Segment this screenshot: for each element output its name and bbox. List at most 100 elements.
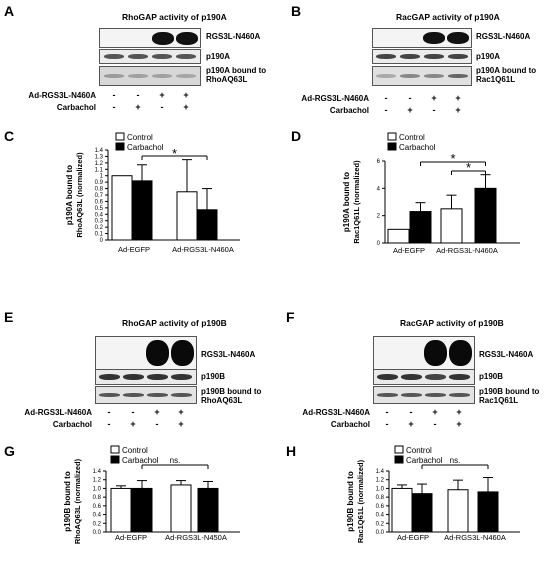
y-tick-label: 0.6	[376, 504, 385, 510]
bar-carbachol	[131, 487, 153, 533]
y-tick-label: 1.4	[95, 148, 104, 154]
band-label-bound-a: p190A bound to RhoAQ63L	[206, 66, 267, 84]
y-tick-label: 0.7	[95, 193, 104, 199]
blot-band	[449, 374, 470, 380]
legend-label-control: Control	[127, 133, 153, 142]
sign: -	[112, 90, 116, 100]
blot-band	[401, 374, 422, 380]
panel-letter-e: E	[4, 309, 14, 325]
bar-control	[387, 228, 410, 244]
panel-letter-h: H	[286, 443, 297, 459]
blot-strip-bound-f	[373, 386, 475, 404]
legend-label-control: Control	[406, 446, 432, 455]
y-tick-label: 0.9	[95, 180, 104, 186]
y-axis-label: p190A bound to	[65, 165, 74, 225]
bar-control	[110, 487, 132, 533]
y-tick-label: 0.2	[93, 521, 102, 527]
blot-band	[147, 374, 168, 380]
band-label-rgs3l-a: RGS3L-N460A	[206, 32, 261, 41]
category-label: Ad-RGS3L-N460A	[436, 246, 498, 255]
band-label-bound-b: p190A bound to Rac1Q61L	[476, 66, 537, 84]
legend-swatch-control	[115, 132, 125, 141]
sign: -	[433, 419, 437, 429]
panel-letter-a: A	[4, 3, 15, 19]
y-tick-label: 2	[377, 214, 381, 220]
bar-control	[111, 175, 133, 241]
bar-carbachol	[196, 209, 218, 241]
sign: +	[455, 93, 461, 103]
legend-swatch-control	[394, 445, 404, 454]
band-label-p190b-e: p190B	[201, 372, 226, 381]
category-label: Ad-RGS3L-N460A	[172, 245, 234, 254]
blot-band	[104, 54, 124, 59]
blot-band	[447, 32, 469, 44]
sign: -	[384, 93, 388, 103]
blot-title-f: RacGAP activity of p190B	[400, 318, 504, 328]
bar-control	[440, 208, 463, 244]
sign: +	[432, 407, 438, 417]
legend-swatch-control	[110, 445, 120, 454]
panel-letter-d: D	[291, 128, 302, 144]
category-label: Ad-EGFP	[118, 245, 150, 254]
sign: +	[130, 419, 136, 429]
y-tick-label: 0.4	[376, 513, 385, 519]
y-tick-label: 0.0	[376, 530, 385, 536]
band-label-rgs3l-e: RGS3L-N460A	[201, 350, 256, 359]
sign: -	[131, 407, 135, 417]
y-tick-label: 0.2	[95, 225, 104, 231]
blot-band	[171, 374, 192, 380]
y-tick-label: 0.6	[93, 504, 102, 510]
sign: -	[385, 407, 389, 417]
y-tick-label: 0.5	[95, 206, 104, 212]
sign: +	[178, 407, 184, 417]
panel-letter-b: B	[291, 3, 302, 19]
bar-control	[447, 489, 469, 533]
y-tick-label: 1.2	[93, 478, 102, 484]
y-axis-label: Rac1Q61L (normalized)	[356, 459, 365, 543]
sign: -	[384, 105, 388, 115]
blot-band	[449, 340, 472, 366]
blot-band	[128, 74, 148, 78]
legend-swatch-carbachol	[394, 455, 404, 464]
blot-strip-bound-a	[99, 66, 201, 86]
category-label: Ad-EGFP	[115, 533, 147, 542]
y-tick-label: 0.4	[95, 212, 104, 218]
y-tick-label: 0.6	[95, 199, 104, 205]
legend-label-carbachol: Carbachol	[399, 143, 436, 152]
sign: -	[107, 407, 111, 417]
sign: +	[408, 419, 414, 429]
sign: +	[135, 102, 141, 112]
y-tick-label: 1.4	[93, 469, 102, 475]
legend-swatch-carbachol	[387, 142, 397, 151]
blot-band	[401, 393, 422, 397]
blot-strip-rgs3l-b	[372, 28, 472, 48]
blot-title-b: RacGAP activity of p190A	[396, 12, 500, 22]
blot-strip-rgs3l-e	[95, 336, 197, 370]
y-axis-label: RhoAQ63L (normalized)	[73, 458, 82, 544]
blot-band	[377, 374, 398, 380]
blot-band	[123, 393, 144, 397]
treatment-label-carbachol-a: Carbachol	[56, 103, 96, 112]
blot-band	[171, 393, 192, 397]
treatment-label-carbachol-f: Carbachol	[330, 420, 370, 429]
blot-band	[152, 74, 172, 78]
blot-band	[176, 74, 196, 78]
y-tick-label: 1.3	[95, 154, 104, 160]
band-label-bound-e: p190B bound to RhoAQ63L	[201, 387, 262, 405]
sign: -	[112, 102, 116, 112]
sign: -	[385, 419, 389, 429]
sign: -	[107, 419, 111, 429]
legend-label-carbachol: Carbachol	[406, 456, 443, 465]
blot-band	[104, 74, 124, 78]
y-axis-label: Rac1Q61L (normalized)	[352, 160, 361, 244]
treatment-label-ad-e: Ad-RGS3L-N460A	[24, 408, 92, 417]
sign: +	[183, 102, 189, 112]
blot-band	[146, 340, 169, 366]
blot-band	[376, 74, 396, 78]
legend-label-carbachol: Carbachol	[122, 456, 159, 465]
band-label-bound-f: p190B bound to Rac1Q61L	[479, 387, 540, 405]
sign: +	[154, 407, 160, 417]
bar-control	[170, 484, 192, 533]
blot-title-a: RhoGAP activity of p190A	[122, 12, 227, 22]
